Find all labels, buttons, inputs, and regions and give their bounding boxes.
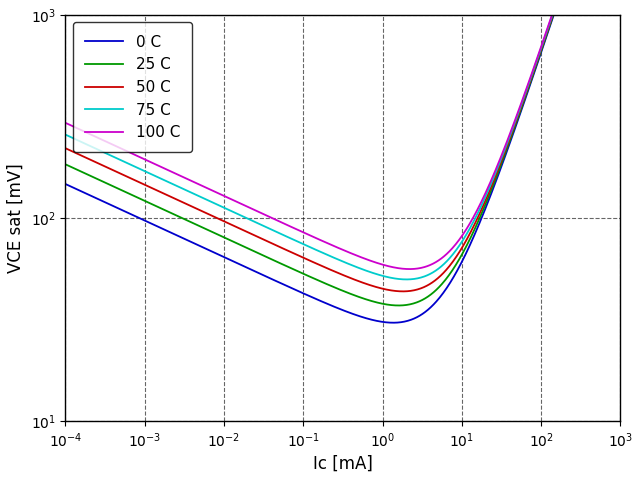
0 C [399,319,407,325]
50 C [61,145,69,151]
X-axis label: Ic [mA]: Ic [mA] [313,455,373,473]
25 C [416,298,424,304]
100 C [384,263,392,269]
25 C [95,177,103,183]
50 C [483,194,491,200]
0 C [61,181,69,187]
Line: 50 C: 50 C [65,0,620,291]
Line: 0 C: 0 C [65,0,620,323]
50 C [399,288,407,294]
100 C [61,120,69,126]
75 C [483,190,491,196]
75 C [61,132,69,137]
75 C [403,276,410,282]
100 C [405,266,413,272]
0 C [95,197,103,203]
0 C [483,202,491,207]
75 C [95,147,103,153]
75 C [399,276,406,282]
0 C [390,320,397,325]
75 C [540,36,548,42]
Y-axis label: VCE sat [mV]: VCE sat [mV] [7,163,25,273]
0 C [540,41,548,47]
100 C [95,136,103,142]
Line: 25 C: 25 C [65,0,620,305]
0 C [416,313,424,319]
25 C [483,197,491,203]
Legend: 0 C, 25 C, 50 C, 75 C, 100 C: 0 C, 25 C, 50 C, 75 C, 100 C [73,23,192,152]
50 C [540,38,548,44]
Line: 75 C: 75 C [65,0,620,279]
100 C [399,266,406,272]
Line: 100 C: 100 C [65,0,620,269]
100 C [483,187,491,192]
25 C [399,302,407,308]
75 C [416,275,424,281]
25 C [61,161,69,167]
25 C [395,302,403,308]
75 C [384,274,392,280]
100 C [416,265,424,271]
100 C [540,35,548,41]
50 C [384,287,392,293]
50 C [95,161,103,167]
50 C [416,286,424,292]
25 C [540,39,548,45]
50 C [399,288,406,294]
25 C [384,302,392,308]
0 C [384,320,392,325]
